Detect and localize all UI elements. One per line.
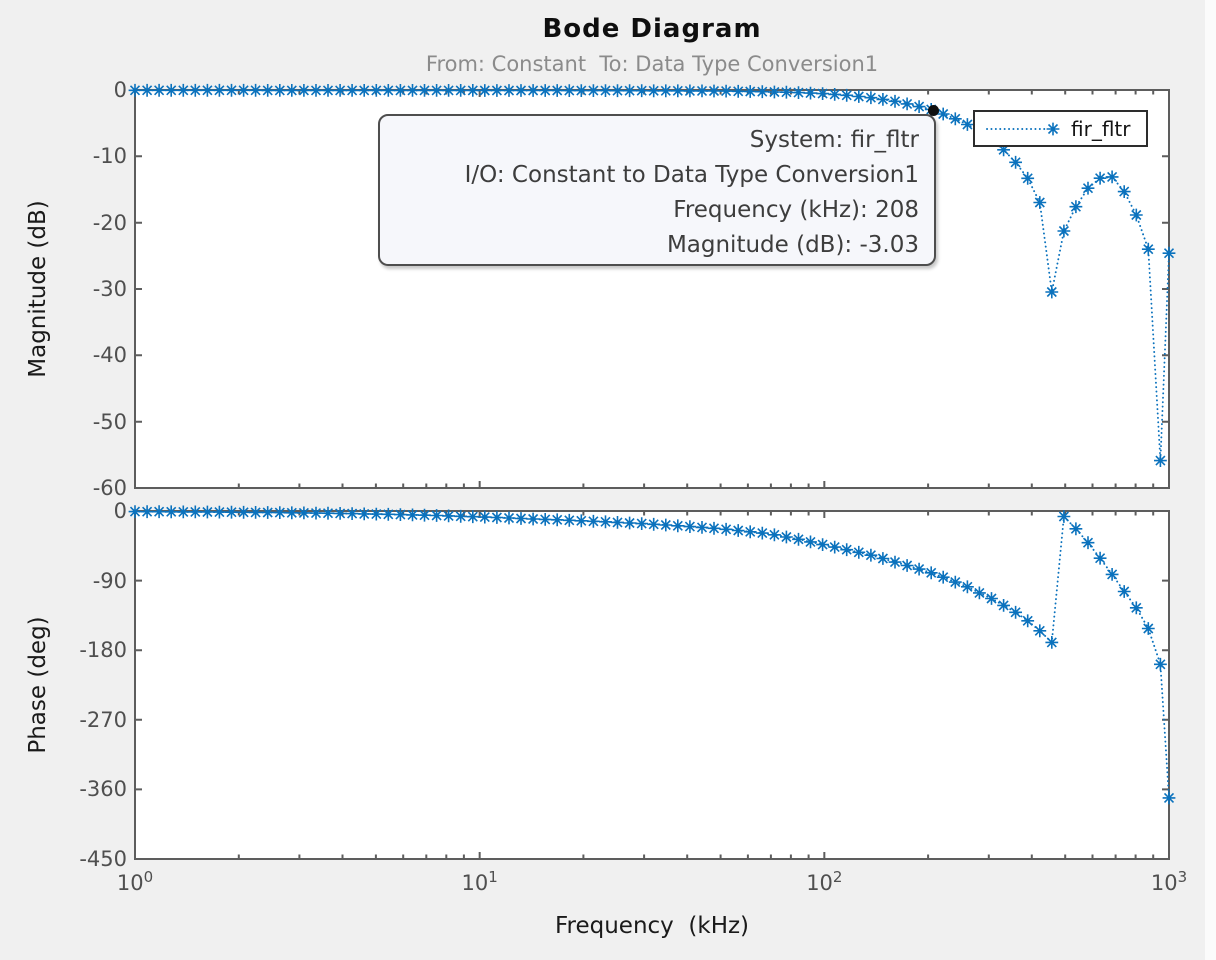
datatip-io-line: I/O: Constant to Data Type Conversion1 (464, 162, 919, 188)
x-tick-label-10e0: 100 (95, 868, 175, 896)
phase-plot-area[interactable] (128, 505, 1176, 860)
phase-ytick-label: -90 (92, 568, 127, 593)
datatip-frequency-line: Frequency (kHz): 208 (673, 197, 919, 223)
x-tick-base: 10 (461, 871, 489, 895)
phase-series-line[interactable] (134, 510, 1170, 799)
plot-subtitle: From: Constant To: Data Type Conversion1 (425, 52, 879, 76)
x-tick-exponent: 1 (488, 868, 498, 886)
magnitude-ytick-label: -50 (92, 409, 127, 434)
phase-ticks (134, 510, 1170, 860)
magnitude-series-markers[interactable] (128, 83, 1176, 467)
datatip-anchor-dot[interactable] (928, 104, 940, 116)
x-tick-base: 10 (1150, 871, 1178, 895)
x-tick-exponent: 2 (832, 868, 843, 886)
legend-entry-fir-fltr[interactable]: fir_fltr (1071, 116, 1131, 141)
window-scrollbar-strip (1205, 0, 1216, 960)
x-tick-label-10e1: 101 (440, 868, 520, 896)
magnitude-ytick-label: -60 (92, 476, 127, 500)
x-tick-base: 10 (806, 871, 833, 895)
magnitude-ytick-label: -30 (92, 277, 127, 301)
phase-ytick-label: -180 (79, 638, 127, 663)
frequency-axis-label: Frequency (kHz) (554, 913, 750, 939)
magnitude-ytick-label: 0 (113, 78, 127, 102)
legend-box[interactable]: fir_fltr (973, 110, 1148, 147)
legend-line-sample (986, 122, 1060, 135)
phase-ytick-label: -360 (79, 777, 127, 802)
x-tick-base: 10 (116, 871, 144, 895)
x-tick-label-10e3: 103 (1129, 868, 1209, 896)
phase-plot-canvas (128, 505, 1176, 860)
plot-title: Bode Diagram (542, 14, 762, 44)
x-tick-exponent: 0 (143, 868, 154, 886)
phase-border (134, 510, 1170, 860)
x-tick-exponent: 3 (1177, 868, 1188, 886)
datatip-box[interactable]: System: fir_fltr I/O: Constant to Data T… (378, 114, 936, 266)
phase-ytick-label: -450 (79, 847, 127, 871)
phase-ytick-label: 0 (113, 499, 127, 523)
datatip-system-line: System: fir_fltr (749, 127, 919, 153)
magnitude-ytick-label: -40 (92, 343, 127, 368)
datatip-magnitude-line: Magnitude (dB): -3.03 (666, 232, 919, 258)
legend-asterisk-marker (1046, 122, 1060, 135)
magnitude-ytick-label: -10 (92, 144, 127, 169)
x-tick-label-10e2: 102 (784, 868, 864, 896)
phase-ytick-label: -270 (79, 707, 127, 732)
magnitude-ytick-label: -20 (92, 210, 127, 235)
phase-series-markers[interactable] (128, 505, 1176, 805)
